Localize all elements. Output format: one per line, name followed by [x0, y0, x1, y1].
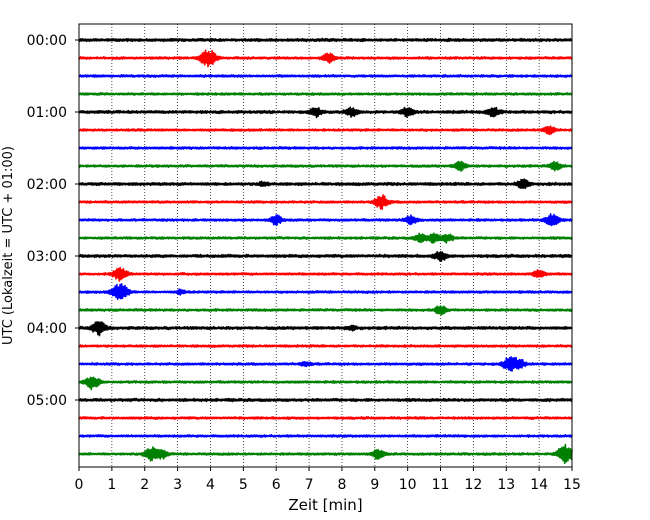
x-tick-label: 8 — [337, 477, 346, 493]
x-tick-label: 15 — [563, 477, 581, 493]
y-tick-label: 03:00 — [27, 249, 67, 265]
trace-row — [78, 397, 573, 403]
x-tick-label: 13 — [497, 477, 515, 493]
x-tick-label: 0 — [75, 477, 84, 493]
trace-row — [78, 266, 573, 282]
trace-row — [78, 433, 573, 438]
trace-row — [78, 74, 573, 79]
x-tick-label: 2 — [140, 477, 149, 493]
trace-row — [78, 443, 573, 465]
trace-row — [78, 415, 573, 421]
y-tick-label: 04:00 — [27, 321, 67, 337]
plot-frame — [78, 23, 573, 468]
x-tick-label: 9 — [370, 477, 379, 493]
trace-row — [78, 321, 573, 337]
y-axis-label: UTC (Lokalzeit = UTC + 01:00) — [1, 146, 16, 345]
trace-row — [78, 250, 573, 262]
y-tick-label: 01:00 — [27, 105, 67, 121]
grid-layer — [111, 24, 540, 467]
trace-row — [78, 343, 573, 348]
trace-row — [78, 37, 573, 43]
x-tick-label: 7 — [305, 477, 314, 493]
y-tick-label: 05:00 — [27, 393, 67, 409]
trace-row — [78, 178, 573, 190]
trace-row — [78, 160, 573, 172]
axis-layer: 0 1 2 3 4 5 6 7 8 9 10 11 12 13 14 1500:0001:0002:0003:… — [27, 33, 581, 493]
x-tick-label: 6 — [272, 477, 281, 493]
trace-row — [78, 356, 573, 372]
trace-row — [78, 305, 573, 316]
x-tick-label: 12 — [464, 477, 482, 493]
x-tick-label: 3 — [173, 477, 182, 493]
trace-row — [78, 91, 573, 97]
trace-row — [78, 194, 573, 210]
x-tick-label: 4 — [206, 477, 215, 493]
trace-row — [78, 283, 573, 301]
trace-row — [78, 49, 573, 68]
x-tick-label: 14 — [530, 477, 548, 493]
trace-row — [78, 376, 573, 391]
x-tick-label: 1 — [107, 477, 116, 493]
trace-row — [78, 232, 573, 245]
x-tick-label: 10 — [399, 477, 417, 493]
x-axis-label: Zeit [min] — [288, 496, 362, 514]
trace-row — [78, 213, 573, 227]
trace-row — [78, 145, 573, 151]
trace-layer — [78, 37, 573, 465]
y-tick-label: 00:00 — [27, 33, 67, 49]
y-tick-label: 02:00 — [27, 177, 67, 193]
trace-row — [78, 125, 573, 136]
x-tick-label: 5 — [239, 477, 248, 493]
trace-row — [78, 106, 573, 119]
x-tick-label: 11 — [432, 477, 450, 493]
